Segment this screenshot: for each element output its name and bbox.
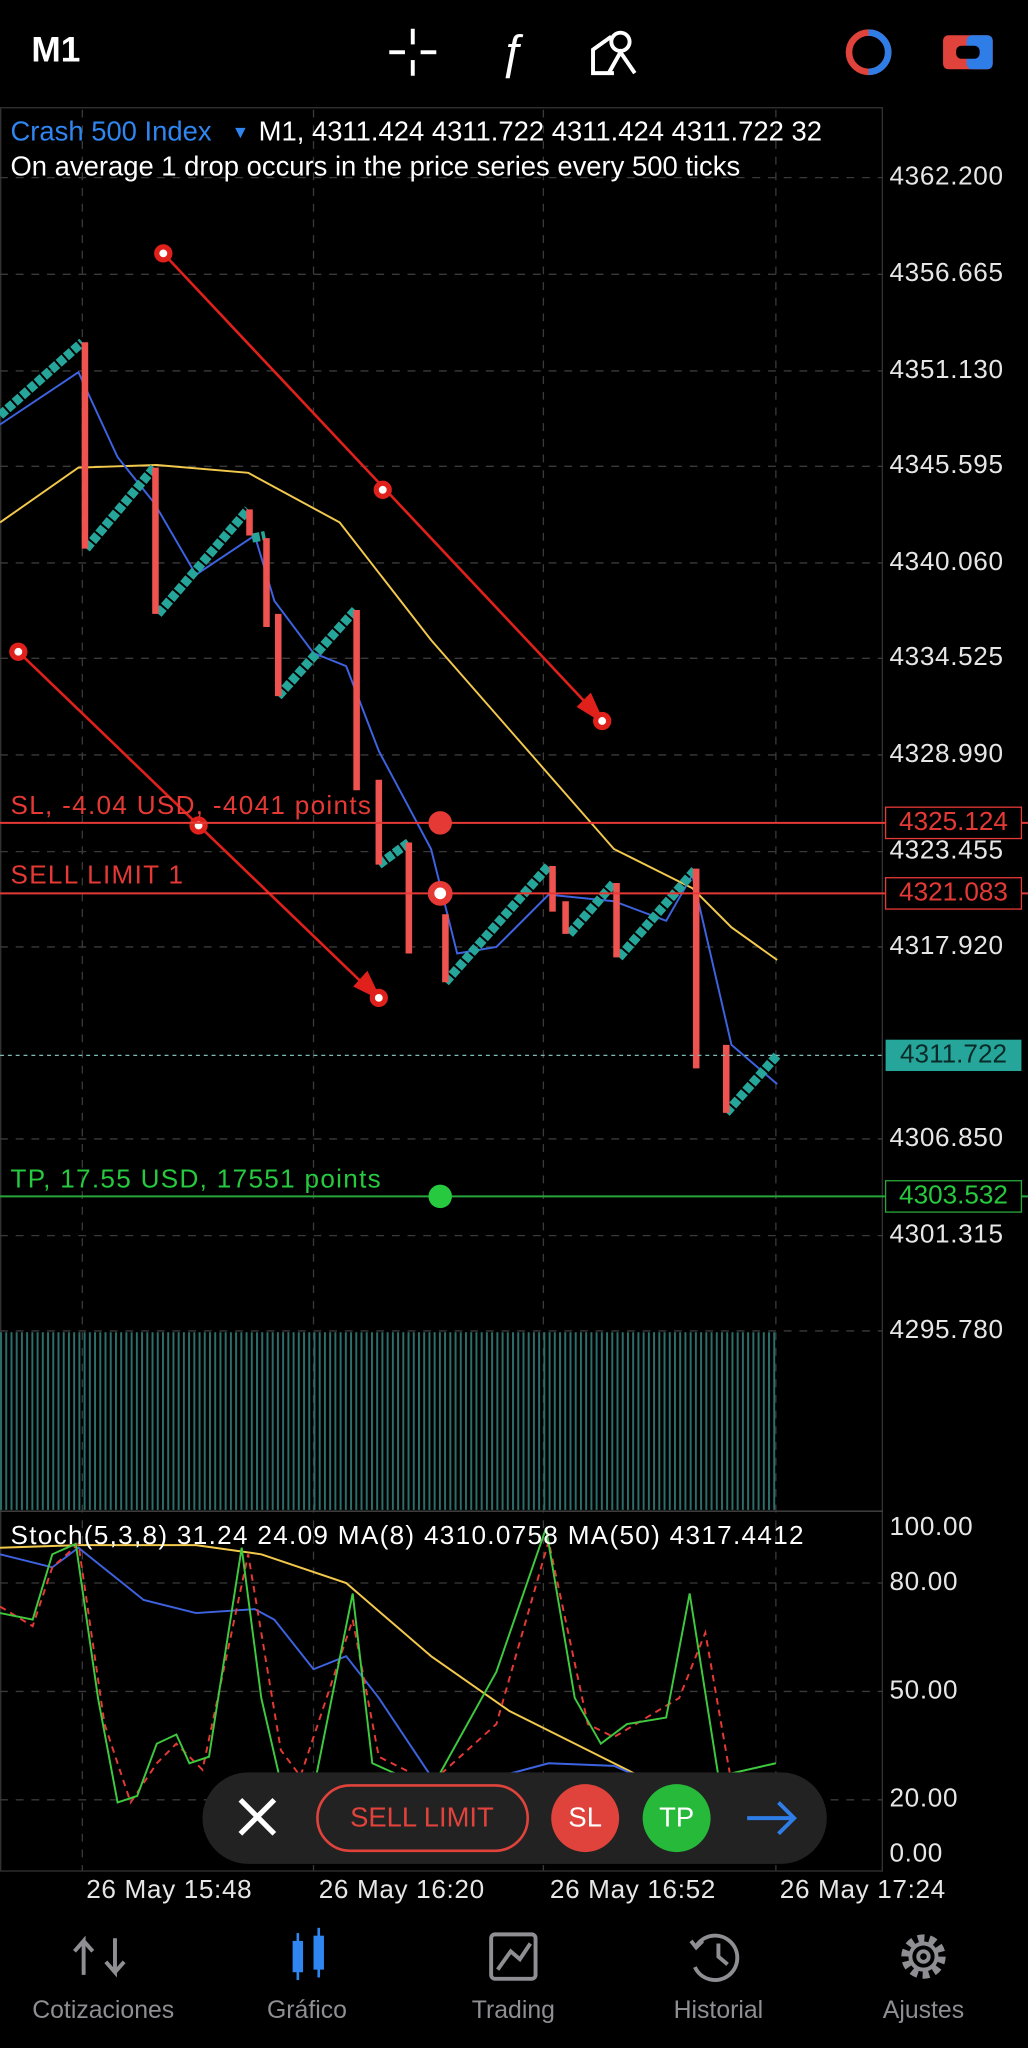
price-tick-label: 4334.525 xyxy=(890,641,1004,671)
tab-label[interactable]: Cotizaciones xyxy=(32,1997,174,2024)
price-axis: 4362.200 4356.665 4351.130 4345.595 4340.060… xyxy=(890,161,1004,1344)
time-tick-label: 26 May 15:48 xyxy=(86,1874,252,1904)
price-tick-label: 4351.130 xyxy=(890,354,1004,384)
objects-icon[interactable] xyxy=(591,30,637,76)
symbol[interactable]: Crash 500 Index xyxy=(10,115,211,146)
crosshair-icon[interactable] xyxy=(389,28,437,76)
next-button[interactable] xyxy=(747,1801,797,1836)
stoch-tick-label: 0.00 xyxy=(890,1838,943,1868)
tp-button-label[interactable]: TP xyxy=(659,1802,694,1833)
up-bricks xyxy=(0,338,781,1116)
time-tick-label: 26 May 17:24 xyxy=(780,1874,946,1904)
description: On average 1 drop occurs in the price se… xyxy=(10,151,740,182)
sl-label: SL, -4.04 USD, -4041 points xyxy=(10,790,372,820)
current-price: 4311.722 xyxy=(900,1038,1007,1068)
close-button[interactable] xyxy=(238,1797,277,1836)
price-tick-label: 4340.060 xyxy=(890,546,1004,576)
chart-icon[interactable] xyxy=(292,1927,324,1981)
stoch-axis: 100.00 80.00 50.00 20.00 0.00 xyxy=(890,1511,974,1868)
time-axis: 26 May 15:48 26 May 16:20 26 May 16:52 26 M… xyxy=(86,1874,946,1904)
quotes-icon[interactable] xyxy=(73,1935,126,1978)
stoch-signal xyxy=(0,1540,733,1805)
price-tick-label: 4323.455 xyxy=(890,834,1004,864)
price-tick-label: 4306.850 xyxy=(890,1122,1004,1152)
trade-icon[interactable] xyxy=(943,35,993,70)
tp-price-tag xyxy=(884,1180,1023,1213)
settings-icon[interactable] xyxy=(901,1934,946,1979)
sl-button[interactable] xyxy=(551,1784,620,1853)
tab-labels: Cotizaciones Gráfico Trading Historial Ajust… xyxy=(32,1997,964,2024)
price-tick-label: 4328.990 xyxy=(890,738,1004,768)
stoch-tick-label: 100.00 xyxy=(890,1511,974,1541)
stoch-ma8 xyxy=(0,1546,654,1784)
symbol-arrow[interactable]: ▾ xyxy=(235,121,246,144)
trade-bar xyxy=(202,1772,827,1864)
price-tick-label: 4301.315 xyxy=(890,1218,1004,1248)
sell-limit-label: SELL LIMIT 1 xyxy=(10,859,184,889)
sl-price-tag xyxy=(884,806,1023,840)
grid xyxy=(0,109,883,1871)
tab-label[interactable]: Trading xyxy=(472,1997,555,2024)
price-tick-label: 4356.665 xyxy=(890,257,1004,287)
trading-icon[interactable] xyxy=(489,1932,538,1981)
tp-label: TP, 17.55 USD, 17551 points xyxy=(10,1164,382,1194)
ohlc: M1, 4311.424 4311.722 4311.424 4311.722 … xyxy=(259,115,822,146)
stoch-tick-label: 20.00 xyxy=(890,1783,959,1813)
sell-limit-price: 4321.083 xyxy=(899,876,1008,906)
timeframe[interactable]: M1 xyxy=(31,31,80,70)
price-tick-label: 4317.920 xyxy=(890,930,1004,960)
price-tick-label: 4345.595 xyxy=(890,449,1004,479)
stoch-tick-label: 50.00 xyxy=(890,1674,959,1704)
order-button[interactable] xyxy=(316,1784,530,1853)
tab-label[interactable]: Historial xyxy=(674,1997,764,2024)
indicators-icon[interactable]: ƒ xyxy=(499,24,525,78)
tab-label[interactable]: Gráfico xyxy=(267,1997,347,2024)
tp-handle[interactable] xyxy=(428,1184,452,1209)
price-tick-label: 4362.200 xyxy=(890,161,1004,191)
account-icon[interactable] xyxy=(845,29,892,76)
sl-button-label[interactable]: SL xyxy=(568,1802,602,1833)
stoch-tick-label: 80.00 xyxy=(890,1566,959,1596)
sell-limit-handle[interactable] xyxy=(427,880,453,906)
sl-handle[interactable] xyxy=(428,811,452,835)
history-icon[interactable] xyxy=(689,1933,740,1982)
volume-bars xyxy=(0,1332,778,1510)
current-price-tag xyxy=(885,1039,1022,1072)
stoch-ma50 xyxy=(0,1544,654,1784)
sl-price: 4325.124 xyxy=(899,806,1008,836)
tp-button[interactable] xyxy=(642,1784,711,1853)
stoch-header: Stoch(5,3,8) 31.24 24.09 MA(8) 4310.0758… xyxy=(10,1520,804,1550)
tp-price: 4303.532 xyxy=(899,1179,1008,1209)
drop-bricks xyxy=(81,342,730,1113)
sell-limit-price-tag xyxy=(884,877,1023,910)
time-tick-label: 26 May 16:52 xyxy=(550,1874,716,1904)
order-button-label[interactable]: SELL LIMIT xyxy=(350,1802,494,1833)
time-tick-label: 26 May 16:20 xyxy=(319,1874,485,1904)
ma50-line xyxy=(0,463,778,961)
price-tick-label: 4295.780 xyxy=(890,1314,1004,1344)
chart-frame xyxy=(0,107,883,1872)
tab-label[interactable]: Ajustes xyxy=(883,1997,964,2024)
